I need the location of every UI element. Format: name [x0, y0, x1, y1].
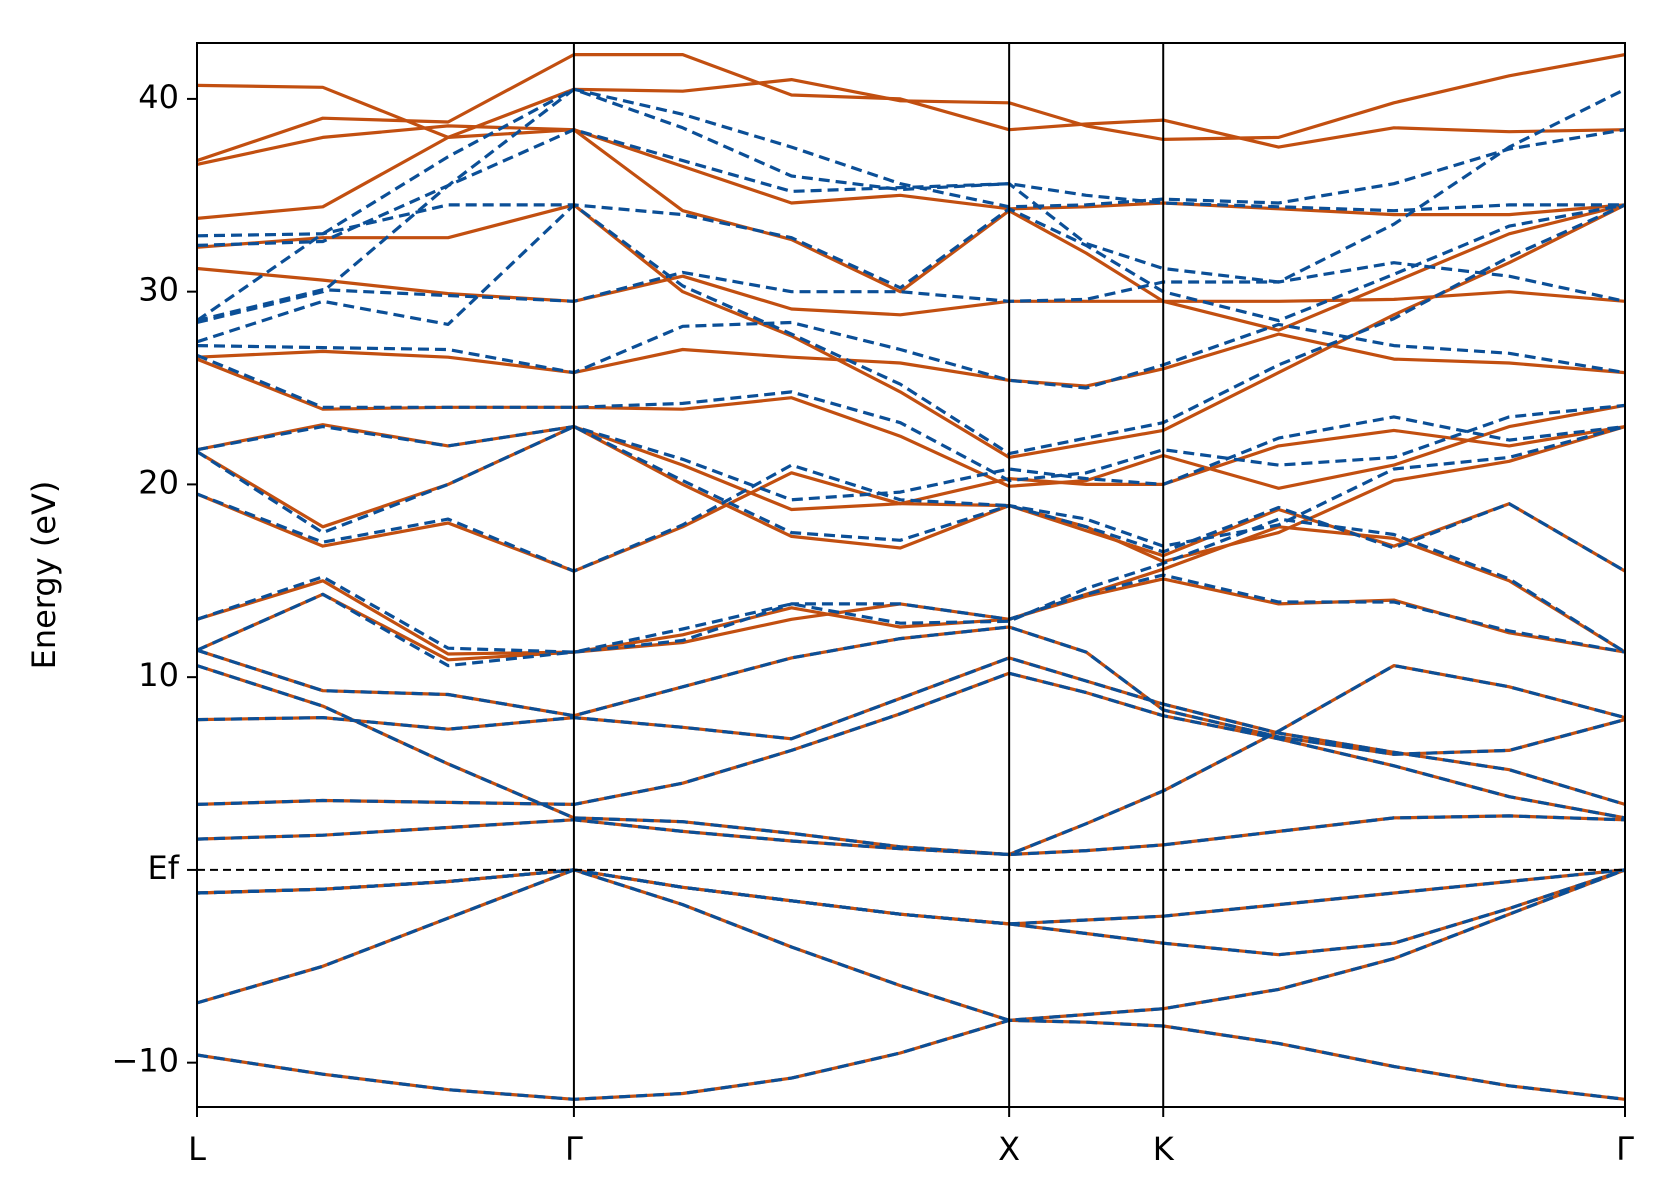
band-line — [197, 625, 1625, 756]
y-tick-label: 30 — [138, 271, 179, 309]
band-line — [197, 353, 1625, 483]
y-tick-label: −10 — [111, 1042, 179, 1080]
y-tick-label: 10 — [138, 656, 179, 694]
band-line — [197, 203, 1625, 456]
band-line — [197, 87, 1625, 325]
band-line — [197, 517, 1625, 654]
band-line — [197, 868, 1625, 957]
band-line — [197, 128, 1625, 332]
x-tick-label: Γ — [565, 1130, 583, 1168]
band-line — [197, 671, 1625, 820]
y-axis-label: Energy (eV) — [25, 481, 63, 670]
band-line — [197, 664, 1625, 857]
band-line — [197, 320, 1625, 390]
band-line — [197, 332, 1625, 388]
band-line — [197, 203, 1625, 323]
x-tick-label: X — [998, 1130, 1020, 1168]
y-tick-label: 20 — [138, 463, 179, 501]
y-tick-label: 40 — [138, 78, 179, 116]
band-line — [197, 87, 1625, 322]
band-line — [197, 425, 1625, 548]
band-line — [197, 203, 1625, 459]
band-line — [197, 463, 1625, 573]
band-line — [197, 814, 1625, 857]
band-line — [197, 1018, 1625, 1101]
band-line — [197, 124, 1625, 217]
band-line — [197, 53, 1625, 141]
band-line — [197, 415, 1625, 502]
x-tick-label: Γ — [1616, 1130, 1634, 1168]
band-line — [197, 261, 1625, 323]
x-tick-label: K — [1153, 1130, 1175, 1168]
y-tick-label: Ef — [148, 849, 180, 887]
band-line — [197, 53, 1625, 163]
band-line — [197, 868, 1625, 1022]
band-line — [197, 656, 1625, 806]
band-line — [197, 573, 1625, 668]
x-tick-label: L — [188, 1130, 206, 1168]
plot-frame — [196, 42, 1626, 1108]
